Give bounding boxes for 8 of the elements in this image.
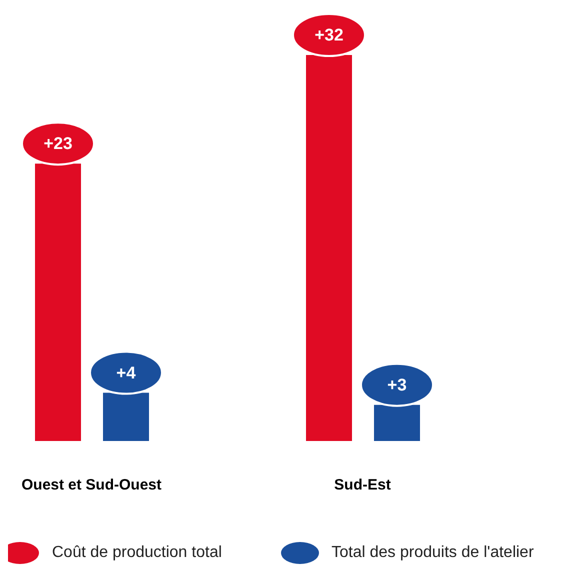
x-tick-label: Sud-Est	[334, 476, 391, 494]
legend-label: Coût de production total	[52, 544, 222, 562]
x-tick-label: Ouest et Sud-Ouest	[21, 476, 162, 494]
legend-label: Total des produits de l'atelier	[332, 544, 534, 562]
data-label: +23	[44, 134, 72, 154]
data-label: +32	[314, 26, 344, 44]
data-label: +3	[387, 375, 407, 394]
data-label: +4	[116, 363, 136, 382]
